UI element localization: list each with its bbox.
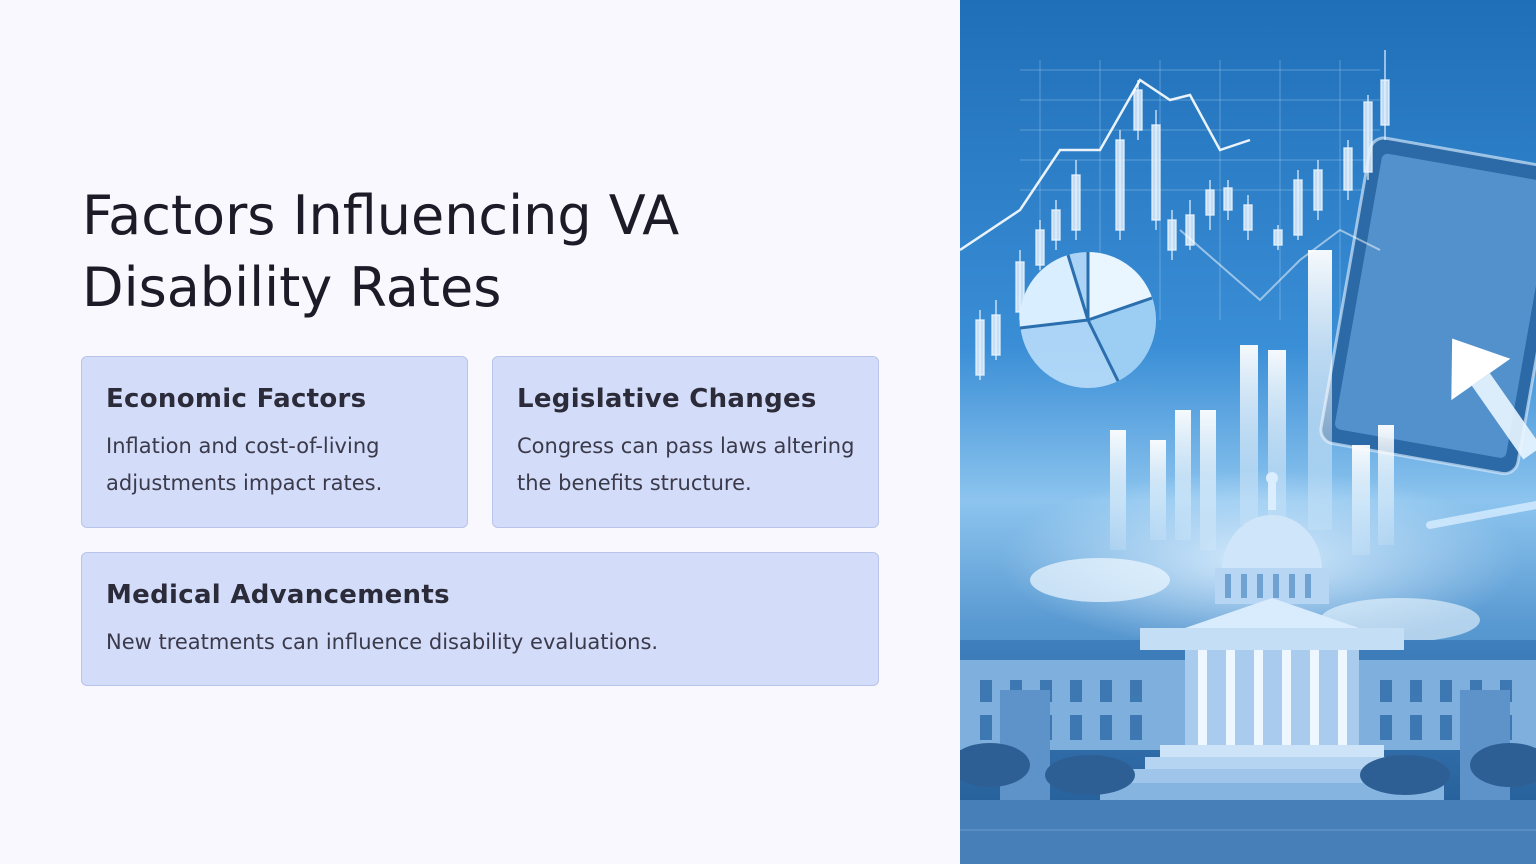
capitol-finance-illustration-icon [960, 0, 1536, 864]
card-text: Congress can pass laws altering the bene… [517, 434, 855, 495]
card-medical-advancements: Medical Advancements New treatments can … [81, 552, 879, 686]
card-text: Inflation and cost-of-living adjustments… [106, 434, 383, 495]
card-title: Legislative Changes [517, 384, 817, 414]
card-economic-factors: Economic Factors Inflation and cost-of-l… [81, 356, 468, 528]
illustration-svg [960, 50, 1536, 864]
card-text: New treatments can influence disability … [106, 630, 659, 654]
card-legislative-changes: Legislative Changes Congress can pass la… [492, 356, 879, 528]
slide-title: Factors Influencing VA Disability Rates [82, 180, 902, 324]
title-line-2: Disability Rates [82, 256, 502, 319]
text-panel: Factors Influencing VA Disability Rates … [81, 180, 902, 686]
card-title: Medical Advancements [106, 580, 450, 610]
title-line-1: Factors Influencing VA [82, 184, 680, 247]
card-title: Economic Factors [106, 384, 367, 414]
